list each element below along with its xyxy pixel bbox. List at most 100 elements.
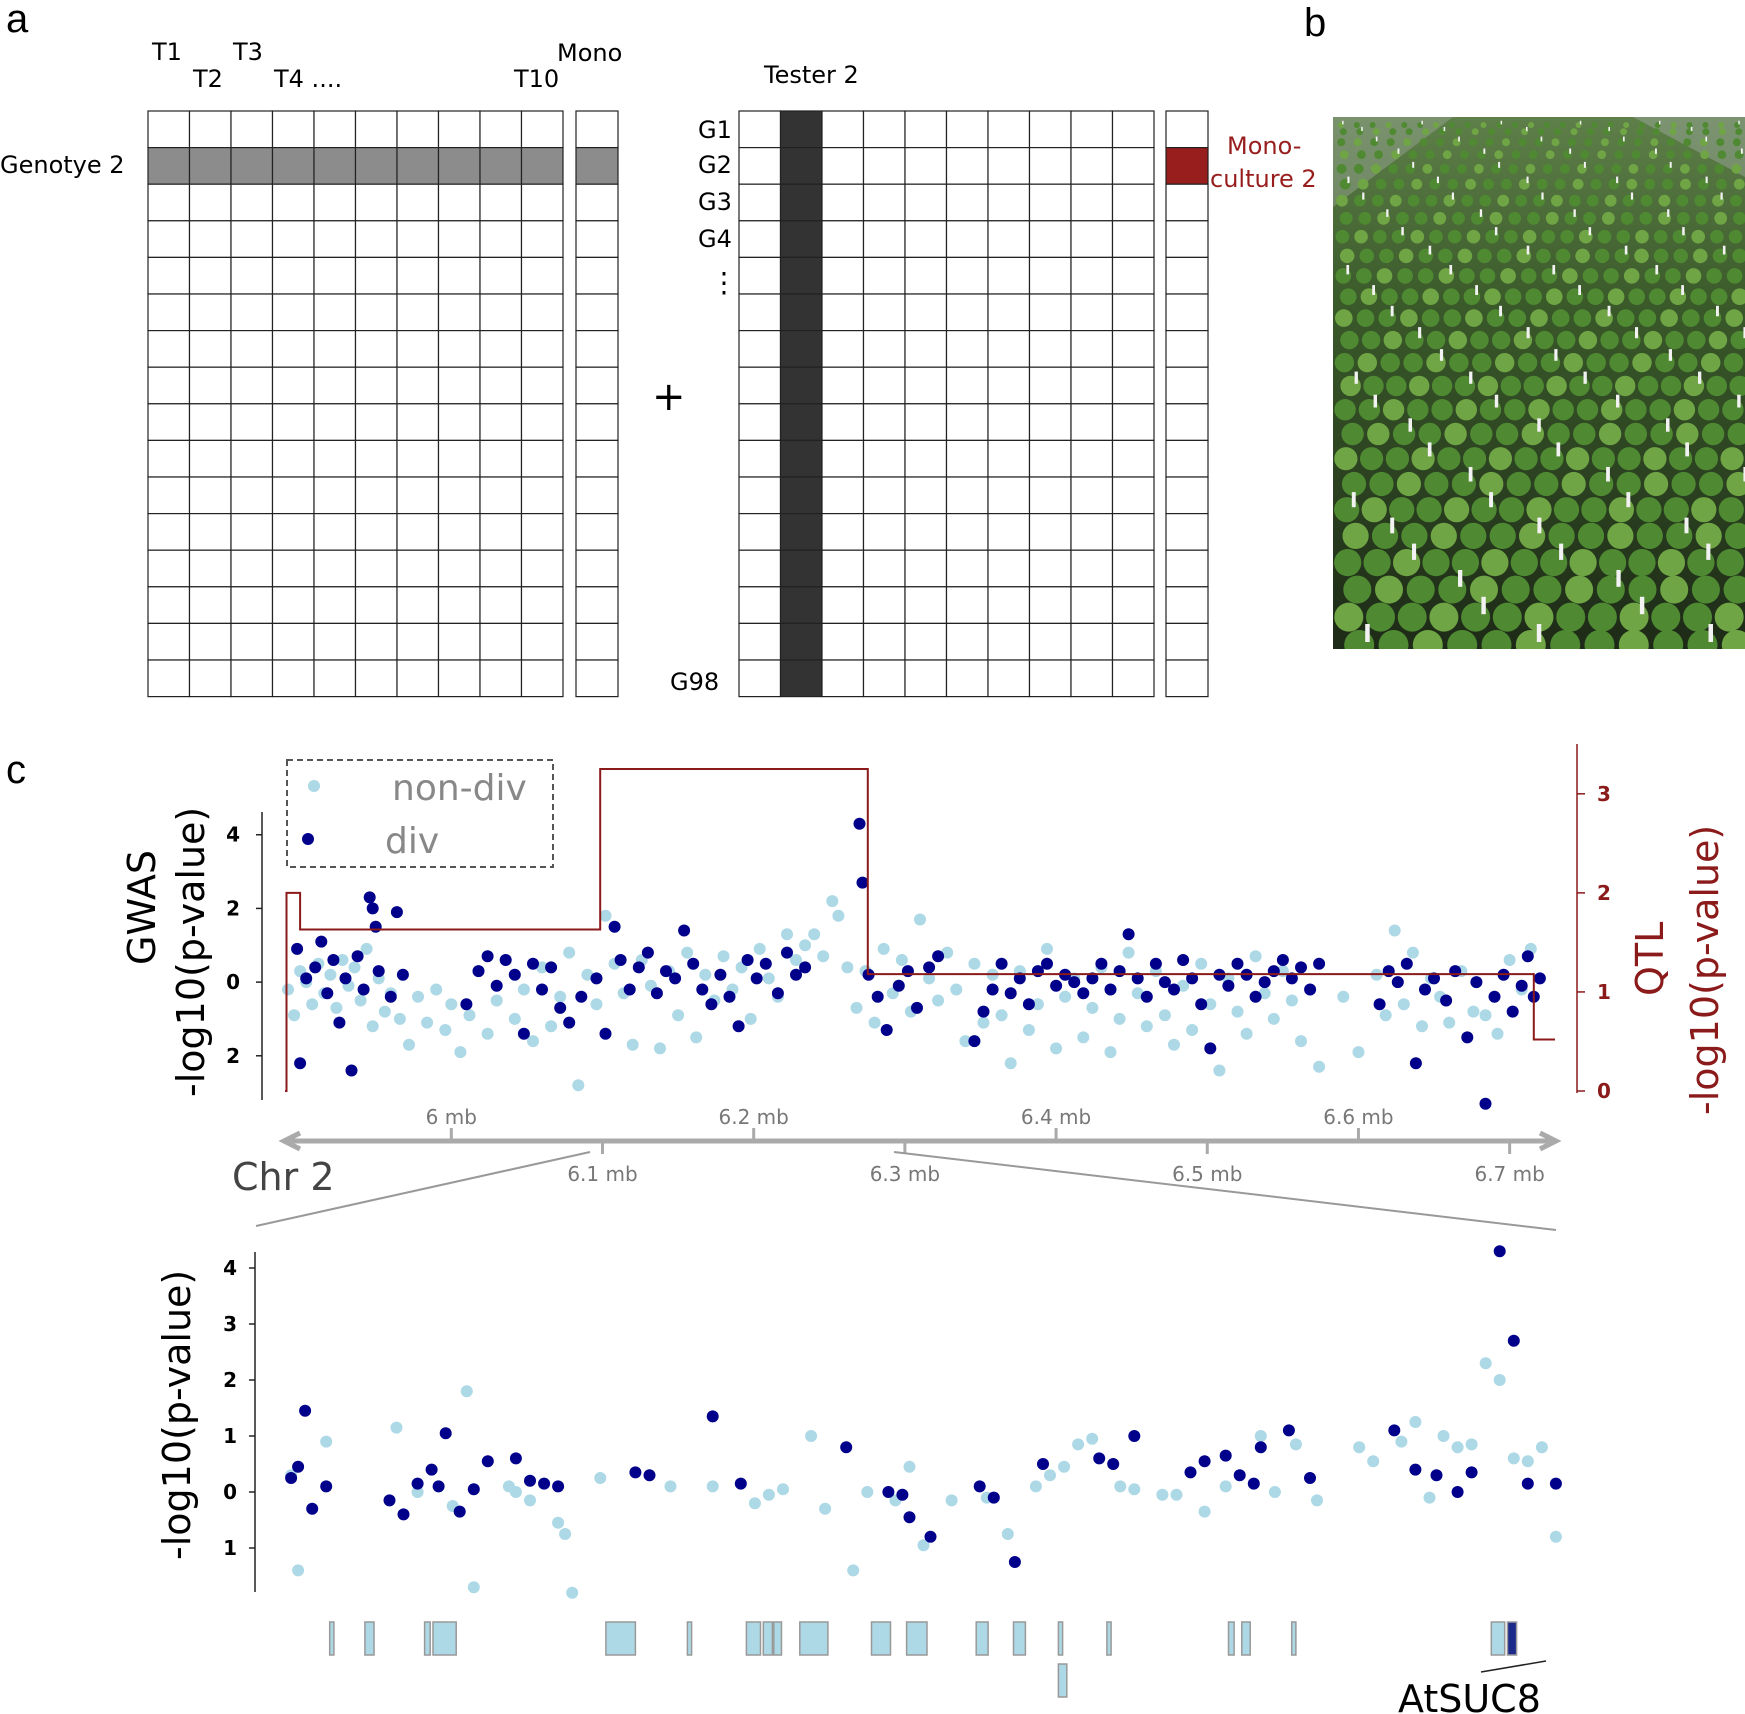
non-div-point xyxy=(563,946,576,959)
plant-rosette xyxy=(1508,211,1522,225)
plant-rosette xyxy=(1504,229,1518,244)
plant-rosette xyxy=(1443,288,1460,305)
genotype-grid-cell xyxy=(479,293,523,332)
plant-rosette xyxy=(1358,211,1372,225)
non-div-point xyxy=(753,942,766,955)
tester-grid-cell xyxy=(945,366,989,405)
div-point xyxy=(1233,1469,1246,1482)
plant-rosette xyxy=(1457,248,1473,264)
div-point xyxy=(1008,1556,1021,1568)
plant-rosette xyxy=(1537,128,1545,136)
tester-grid-cell xyxy=(904,512,948,551)
plant-rosette xyxy=(1410,229,1425,244)
plant-rosette xyxy=(1616,471,1641,497)
genotype-grid-cell xyxy=(230,476,274,515)
monoculture-label-line2: culture 2 xyxy=(1210,165,1317,193)
tester-grid-cell xyxy=(1028,183,1072,222)
non-div-point xyxy=(1168,1038,1180,1051)
non-div-point xyxy=(690,1031,703,1044)
non-div-point xyxy=(1131,987,1144,1000)
qtl-y-tick-label: 3 xyxy=(1597,782,1611,806)
div-point xyxy=(1373,998,1386,1011)
plant-rosette xyxy=(1731,288,1745,305)
plant-rosette xyxy=(1623,268,1640,284)
div-point xyxy=(363,891,376,904)
div-point xyxy=(840,1441,853,1454)
plant-rosette xyxy=(1523,375,1544,397)
genotype-grid-cell xyxy=(188,549,232,588)
non-div-point xyxy=(1114,1480,1127,1493)
plant-rosette xyxy=(1518,138,1527,147)
chr-tick-label-bottom: 6.3 mb xyxy=(870,1162,940,1186)
gwas-ylabel-line2: -log10(p-value) xyxy=(169,807,213,1097)
plant-rosette xyxy=(1520,268,1537,284)
plant-rosette xyxy=(1525,163,1536,174)
tester-mono-cell xyxy=(1165,330,1209,368)
plant-rosette xyxy=(1565,575,1594,604)
div-point xyxy=(425,1463,438,1476)
tester-grid-cell xyxy=(1028,256,1072,295)
row-label-genotype-2: Genotye 2 xyxy=(0,151,125,179)
plant-rosette xyxy=(1447,229,1462,244)
tester-grid-cell xyxy=(821,512,865,551)
non-div-point xyxy=(517,983,530,996)
plant-rosette xyxy=(1695,211,1709,225)
tester-mono-cell xyxy=(1165,110,1209,149)
genotype-grid-cell xyxy=(396,659,440,698)
row-label-g98: G98 xyxy=(670,668,719,696)
plant-label-tag xyxy=(1573,209,1576,217)
tester-grid-cell xyxy=(738,439,782,478)
plant-rosette xyxy=(1438,248,1453,264)
genotype-grid-cell xyxy=(396,110,440,149)
plant-rosette xyxy=(1669,128,1677,136)
tester-mono-cell xyxy=(1165,512,1209,551)
genotype-grid-cell xyxy=(313,147,357,185)
tester-grid-cell xyxy=(904,366,948,405)
plant-rosette xyxy=(1535,330,1554,350)
plant-rosette xyxy=(1594,163,1604,174)
plant-rosette xyxy=(1583,211,1596,225)
div-point xyxy=(1131,972,1144,985)
plant-label-tag xyxy=(1386,209,1389,217)
div-point xyxy=(643,1469,656,1482)
non-div-point xyxy=(536,961,548,974)
div-point xyxy=(545,961,558,974)
genotype-grid-cell xyxy=(520,403,564,441)
div-point xyxy=(1549,1477,1562,1490)
plant-rosette xyxy=(1334,602,1364,632)
tester-mono-cell xyxy=(1165,366,1209,405)
div-point xyxy=(973,1480,986,1493)
gene-box xyxy=(605,1621,637,1656)
gene-box xyxy=(686,1621,693,1656)
plant-rosette xyxy=(1533,575,1562,604)
plant-rosette xyxy=(1414,211,1428,225)
tester-grid-cell xyxy=(1070,586,1114,624)
plant-rosette xyxy=(1699,471,1724,497)
plant-rosette xyxy=(1701,353,1721,373)
gene-box xyxy=(432,1621,457,1656)
plant-rosette xyxy=(1405,128,1413,136)
genotype-grid-cell xyxy=(479,220,523,259)
div-point xyxy=(315,935,328,948)
tester-grid-cell xyxy=(904,622,948,661)
div-point xyxy=(734,1477,747,1490)
plant-rosette xyxy=(1469,138,1478,147)
plant-rosette xyxy=(1628,163,1639,174)
plant-label-tag xyxy=(1451,192,1454,200)
plant-label-tag xyxy=(1681,285,1684,295)
plant-rosette xyxy=(1607,522,1634,549)
plant-rosette xyxy=(1421,309,1440,327)
plant-rosette xyxy=(1548,522,1575,549)
plant-rosette xyxy=(1339,248,1355,264)
non-div-point xyxy=(1219,1480,1232,1493)
genotype-mono-cell xyxy=(575,586,619,624)
plant-rosette xyxy=(1584,138,1593,147)
col-label-t1: T1 xyxy=(151,38,182,66)
plant-rosette xyxy=(1401,522,1428,549)
non-div-point xyxy=(1503,954,1516,966)
non-div-point xyxy=(977,1016,990,1029)
plant-rosette xyxy=(1697,399,1720,421)
genotype-grid-cell xyxy=(313,586,357,624)
genotype-grid-cell xyxy=(437,220,481,259)
plant-rosette xyxy=(1576,399,1599,421)
